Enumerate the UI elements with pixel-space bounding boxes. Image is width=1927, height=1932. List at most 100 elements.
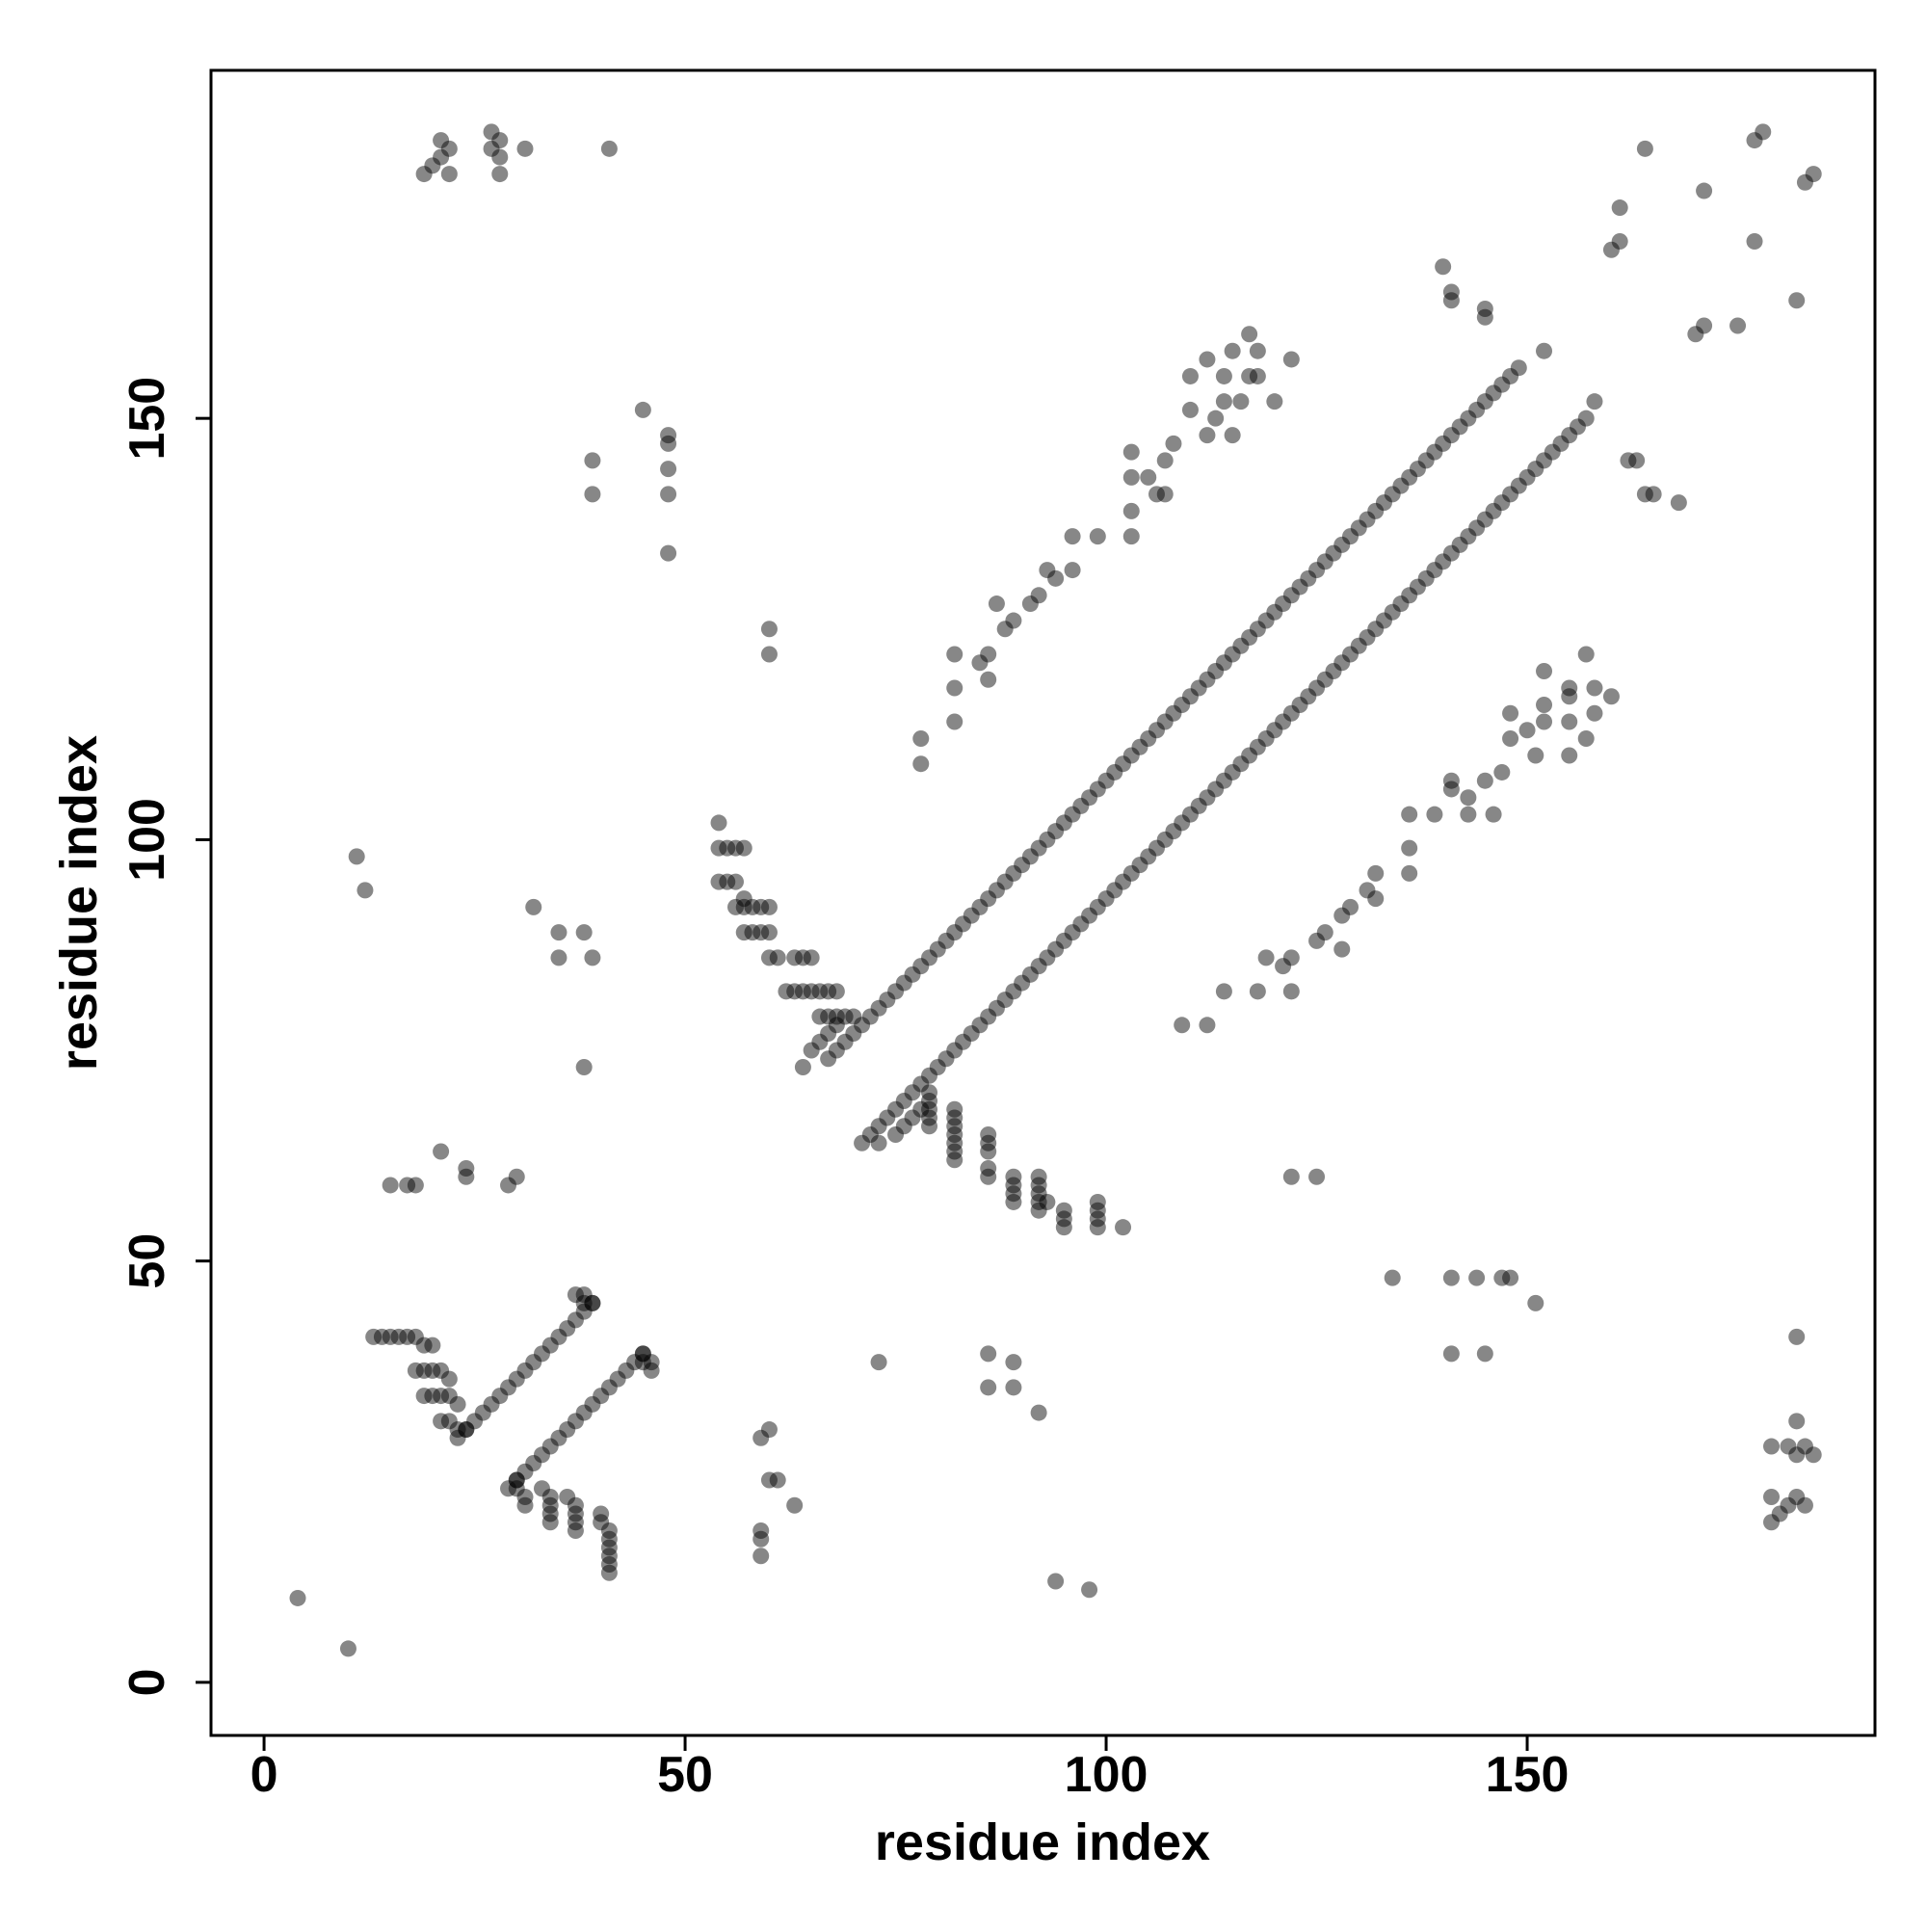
contact-point — [980, 1125, 997, 1143]
contact-point — [373, 1328, 390, 1345]
contact-point — [1746, 132, 1763, 149]
contact-point — [1005, 864, 1022, 882]
contact-point — [1030, 1168, 1047, 1185]
contact-point — [1181, 688, 1199, 705]
contact-point — [1527, 461, 1544, 478]
contact-point — [988, 999, 1005, 1017]
contact-point — [1788, 292, 1806, 309]
contact-point — [1468, 519, 1486, 537]
contact-point — [1005, 983, 1022, 1000]
contact-point — [1586, 393, 1603, 410]
contact-point — [1224, 763, 1241, 781]
contact-point — [854, 1017, 871, 1034]
contact-point — [946, 1151, 964, 1169]
contact-point — [1148, 839, 1165, 857]
contact-point — [1536, 342, 1553, 359]
contact-point — [1005, 1193, 1022, 1210]
contact-point — [1401, 806, 1418, 823]
contact-point — [1325, 544, 1342, 562]
contact-point — [820, 1025, 837, 1043]
contact-point — [567, 1311, 584, 1329]
contact-point — [1426, 806, 1443, 823]
contact-point — [575, 1404, 593, 1421]
contact-point — [904, 966, 921, 983]
contact-point — [500, 1379, 517, 1396]
contact-point — [1249, 342, 1266, 359]
contact-point — [929, 1059, 946, 1076]
contact-point — [1762, 1438, 1780, 1455]
contact-point — [921, 1067, 938, 1084]
contact-point — [516, 1496, 534, 1514]
contact-point — [980, 1143, 997, 1160]
contact-point — [458, 1168, 475, 1185]
contact-point — [735, 890, 752, 908]
contact-point — [778, 983, 795, 1000]
contact-point — [508, 1168, 525, 1185]
contact-point — [1696, 182, 1713, 199]
contact-point — [1174, 1017, 1191, 1034]
contact-point — [516, 1489, 534, 1506]
contact-point — [971, 1017, 989, 1034]
contact-point — [946, 679, 964, 697]
contact-point — [567, 1522, 584, 1539]
contact-point — [1224, 427, 1241, 444]
contact-point — [980, 646, 997, 663]
contact-point — [1577, 410, 1595, 427]
contact-point — [1502, 486, 1519, 503]
contact-point — [820, 1050, 837, 1068]
contact-point — [752, 1548, 770, 1565]
contact-point — [1122, 528, 1140, 545]
contact-point — [1426, 443, 1443, 461]
x-tick-label: 50 — [657, 1747, 713, 1803]
contact-point — [584, 1294, 601, 1311]
contact-point — [1300, 688, 1317, 705]
contact-point — [929, 940, 946, 958]
contact-point — [980, 1134, 997, 1151]
contact-point — [1502, 367, 1519, 384]
contact-point — [407, 1177, 424, 1194]
contact-point — [1140, 848, 1157, 865]
contact-point — [289, 1589, 306, 1606]
contact-point — [1275, 595, 1292, 613]
contact-point — [1670, 494, 1687, 512]
contact-point — [1282, 351, 1300, 368]
contact-point — [474, 1404, 491, 1421]
contact-point — [1316, 671, 1333, 688]
contact-point — [424, 1388, 441, 1405]
contact-point — [1536, 452, 1553, 469]
contact-point — [1165, 704, 1182, 722]
contact-point — [458, 1421, 475, 1439]
contact-point — [1367, 621, 1385, 638]
contact-point — [1249, 367, 1266, 384]
y-tick-label: 0 — [119, 1668, 175, 1696]
contact-point — [1442, 427, 1460, 444]
contact-point — [1401, 839, 1418, 857]
contact-point — [1796, 1438, 1813, 1455]
contact-point — [593, 1514, 610, 1531]
contact-point — [980, 1168, 997, 1185]
contact-point — [946, 646, 964, 663]
contact-point — [660, 486, 677, 503]
contact-point — [735, 924, 752, 941]
contact-point — [1115, 755, 1132, 773]
contact-point — [744, 898, 761, 915]
contact-point — [1316, 553, 1333, 570]
contact-point — [803, 1042, 820, 1059]
contact-point — [1199, 351, 1216, 368]
contact-point — [1442, 1345, 1460, 1363]
contact-point — [1039, 831, 1056, 848]
contact-point — [760, 621, 778, 638]
contact-point — [348, 848, 365, 865]
contact-point — [1746, 233, 1763, 251]
contact-point — [1030, 958, 1047, 975]
contact-point — [559, 1489, 576, 1506]
contact-point — [1316, 924, 1333, 941]
contact-point — [1308, 932, 1326, 949]
contact-point — [440, 1370, 458, 1388]
contact-point — [433, 148, 450, 166]
contact-point — [1156, 486, 1174, 503]
contact-point — [912, 729, 930, 747]
contact-point — [752, 1522, 770, 1539]
contact-point — [550, 924, 568, 941]
contact-point — [1696, 317, 1713, 334]
